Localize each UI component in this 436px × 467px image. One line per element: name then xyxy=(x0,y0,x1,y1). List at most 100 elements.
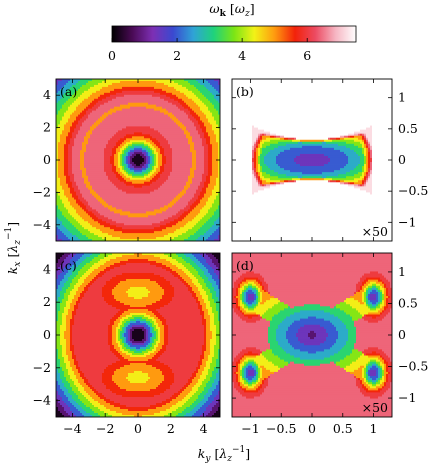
heatmap-cell xyxy=(108,167,111,171)
heatmap-cell xyxy=(90,118,93,121)
heatmap-cell xyxy=(134,134,137,137)
heatmap-cell xyxy=(154,118,157,121)
heatmap-cell xyxy=(124,132,127,135)
heatmap-cell xyxy=(120,108,123,112)
heatmap-cell xyxy=(56,167,59,171)
heatmap-cell xyxy=(176,167,179,171)
heatmap-cell xyxy=(92,211,95,214)
heatmap-cell xyxy=(140,92,143,96)
heatmap-cell xyxy=(122,163,125,167)
heatmap-cell xyxy=(104,221,107,224)
heatmap-cell xyxy=(142,225,145,228)
heatmap-cell xyxy=(110,233,113,236)
heatmap-cell xyxy=(148,106,151,110)
heatmap-cell xyxy=(164,136,167,139)
heatmap-cell xyxy=(172,156,175,159)
heatmap-cell xyxy=(114,86,117,90)
heatmap-cell xyxy=(110,158,113,161)
heatmap-cell xyxy=(126,189,129,193)
heatmap-cell xyxy=(156,130,159,133)
heatmap-cell xyxy=(168,235,171,238)
heatmap-cell xyxy=(68,231,71,234)
heatmap-cell xyxy=(108,191,111,194)
heatmap-cell xyxy=(104,120,107,123)
heatmap-cell xyxy=(62,128,65,131)
heatmap-cell xyxy=(92,201,95,204)
heatmap-cell xyxy=(70,152,73,155)
heatmap-cell xyxy=(80,215,83,218)
heatmap-cell xyxy=(120,223,123,226)
heatmap-cell xyxy=(144,215,147,218)
heatmap-cell xyxy=(88,203,91,206)
heatmap-cell xyxy=(80,235,83,238)
heatmap-cell xyxy=(134,185,137,189)
heatmap-cell xyxy=(154,120,157,123)
heatmap-cell xyxy=(172,116,175,119)
heatmap-cell xyxy=(60,96,63,100)
heatmap-cell xyxy=(108,118,111,121)
heatmap-cell xyxy=(94,219,97,222)
heatmap-cell xyxy=(100,183,103,187)
heatmap-cell xyxy=(58,82,61,86)
heatmap-cell xyxy=(66,171,69,175)
heatmap-cell xyxy=(152,79,155,82)
heatmap-cell xyxy=(142,215,145,218)
heatmap-cell xyxy=(128,193,131,196)
heatmap-cell xyxy=(144,229,147,232)
heatmap-cell xyxy=(164,177,167,181)
heatmap-cell xyxy=(170,219,173,222)
heatmap-cell xyxy=(128,225,131,228)
heatmap-cell xyxy=(148,197,151,200)
heatmap-cell xyxy=(74,79,77,82)
heatmap-cell xyxy=(62,80,65,84)
heatmap-cell xyxy=(124,181,127,185)
heatmap-cell xyxy=(56,187,59,191)
heatmap-cell xyxy=(148,209,151,212)
heatmap-cell xyxy=(162,92,165,96)
heatmap-cell xyxy=(114,169,117,173)
heatmap-cell xyxy=(170,98,173,102)
heatmap-cell xyxy=(128,106,131,110)
heatmap-cell xyxy=(94,163,97,167)
heatmap-cell xyxy=(84,152,87,155)
heatmap-cell xyxy=(56,116,59,119)
heatmap-cell xyxy=(160,217,163,220)
heatmap-cell xyxy=(74,146,77,149)
heatmap-cell xyxy=(156,209,159,212)
heatmap-cell xyxy=(140,80,143,84)
heatmap-cell xyxy=(166,138,169,141)
heatmap-cell xyxy=(130,116,133,119)
heatmap-cell xyxy=(112,215,115,218)
heatmap-cell xyxy=(156,114,159,117)
heatmap-cell xyxy=(122,142,125,145)
heatmap-cell xyxy=(84,197,87,200)
heatmap-cell xyxy=(128,154,131,157)
heatmap-cell xyxy=(104,219,107,222)
heatmap-cell xyxy=(116,181,119,185)
heatmap-cell xyxy=(156,221,159,224)
heatmap-cell xyxy=(64,167,67,171)
heatmap-cell xyxy=(66,128,69,131)
heatmap-cell xyxy=(172,118,175,121)
heatmap-cell xyxy=(90,100,93,104)
heatmap-cell xyxy=(150,100,153,104)
heatmap-cell xyxy=(148,163,151,167)
heatmap-cell xyxy=(72,122,75,125)
heatmap-cell xyxy=(166,152,169,155)
heatmap-cell xyxy=(114,124,117,127)
heatmap-cell xyxy=(80,160,83,163)
heatmap-cell xyxy=(136,96,139,100)
heatmap-cell xyxy=(62,207,65,210)
heatmap-cell xyxy=(116,173,119,177)
heatmap-cell xyxy=(132,94,135,98)
heatmap-cell xyxy=(126,104,129,108)
heatmap-cell xyxy=(98,207,101,210)
heatmap-cell xyxy=(66,195,69,198)
heatmap-cell xyxy=(58,193,61,196)
heatmap-cell xyxy=(158,150,161,153)
heatmap-cell xyxy=(72,185,75,189)
heatmap-cell xyxy=(156,158,159,161)
heatmap-cell xyxy=(92,82,95,86)
heatmap-cell xyxy=(60,219,63,222)
heatmap-cell xyxy=(170,92,173,96)
